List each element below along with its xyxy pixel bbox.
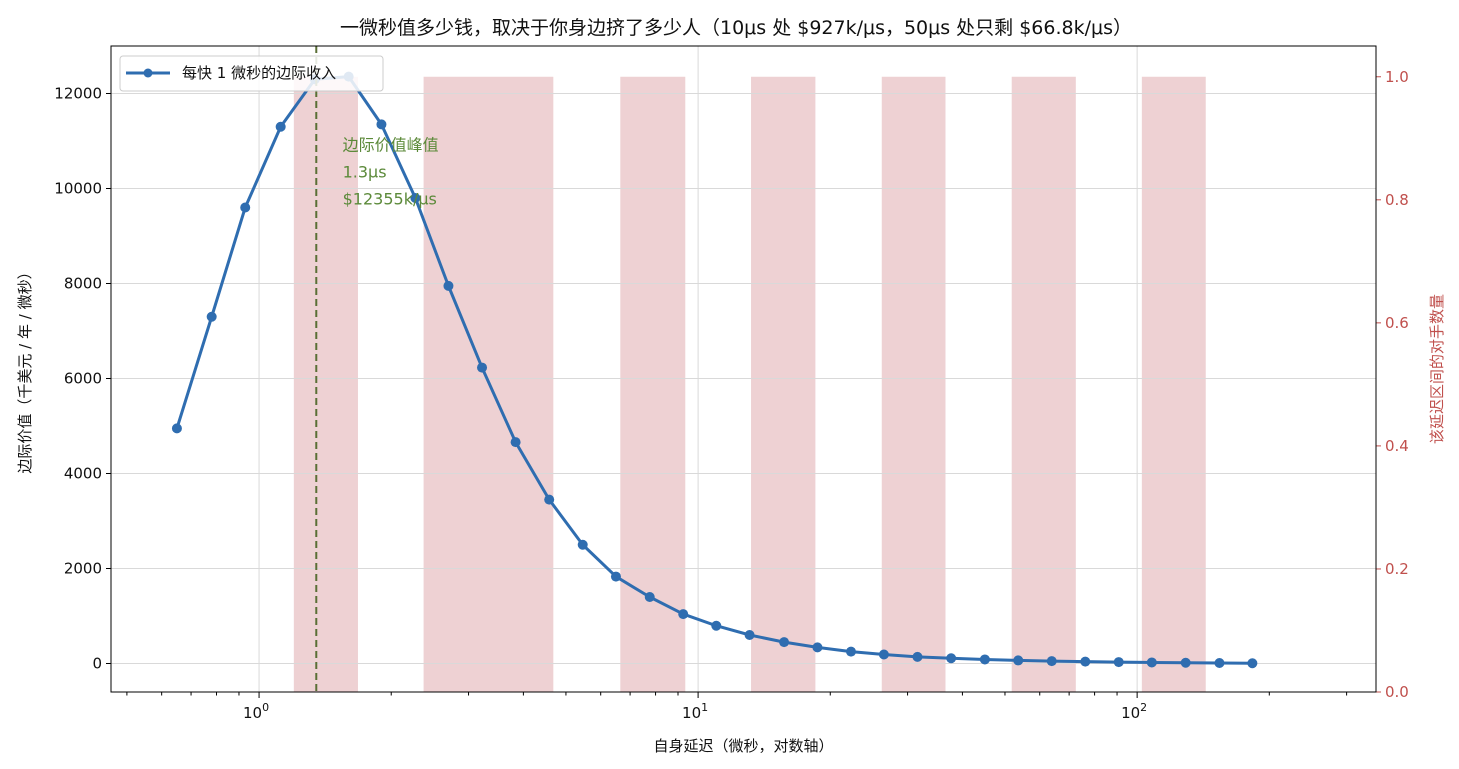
data-point [912, 651, 923, 662]
data-point [979, 654, 990, 665]
data-point [678, 609, 689, 620]
competitor-band [293, 76, 358, 692]
data-point [711, 620, 722, 631]
data-point [1113, 657, 1124, 668]
data-point [544, 494, 555, 505]
peak-annotation: 边际价值峰值 1.3μs $12355k/μs [315, 46, 439, 692]
y-tick-label: 2000 [64, 560, 102, 578]
competitor-band [751, 76, 816, 692]
data-point [1180, 657, 1191, 668]
plot-frame [110, 45, 1377, 693]
data-point [1247, 658, 1258, 669]
y2-tick-label: 1.0 [1385, 68, 1409, 86]
data-point [376, 119, 387, 130]
legend-box [119, 55, 384, 92]
data-point [1146, 657, 1157, 668]
data-point [779, 637, 790, 648]
peak-annotation-line: 边际价值峰值 [343, 136, 439, 155]
data-point [443, 280, 454, 291]
legend: 每快 1 微秒的边际收入 [119, 55, 384, 92]
data-point [510, 437, 521, 448]
data-point [946, 653, 957, 664]
data-point [1046, 656, 1057, 667]
data-point [1013, 655, 1024, 666]
y2-tick-label: 0.6 [1385, 314, 1409, 332]
y-tick-label: 10000 [54, 180, 102, 198]
competitor-band [620, 76, 686, 692]
series-layer [171, 71, 1258, 669]
y-tick-label: 4000 [64, 465, 102, 483]
y2-tick-label: 0.8 [1385, 191, 1409, 209]
competitor-bands [293, 76, 1206, 692]
x-tick-label: 101 [682, 701, 708, 722]
x-axis-label: 自身延迟（微秒，对数轴） [653, 737, 833, 755]
data-point [878, 649, 889, 660]
data-point [410, 193, 421, 203]
data-point [275, 121, 286, 132]
y-tick-label: 0 [92, 655, 102, 673]
y-axis-label: 边际价值（千美元 / 年 / 微秒） [16, 264, 34, 473]
competitor-band [1141, 76, 1206, 692]
x-tick-label: 100 [243, 701, 269, 722]
competitor-band [1011, 76, 1076, 692]
data-point [812, 642, 823, 653]
chart-title: 一微秒值多少钱，取决于你身边挤了多少人（10μs 处 $927k/μs，50μs… [340, 17, 1132, 39]
y-tick-label: 8000 [64, 275, 102, 293]
x-tick-label: 102 [1121, 701, 1147, 722]
data-point [240, 202, 251, 213]
legend-label: 每快 1 微秒的边际收入 [182, 64, 336, 82]
data-point [644, 592, 655, 602]
y2-tick-label: 0.2 [1385, 560, 1409, 578]
data-point [206, 311, 217, 322]
y-tick-label: 6000 [64, 370, 102, 388]
y2-tick-label: 0.4 [1385, 437, 1409, 455]
peak-annotation-line: $12355k/μs [343, 190, 437, 209]
peak-annotation-line: 1.3μs [343, 163, 387, 182]
data-point [477, 362, 488, 373]
y2-tick-label: 0.0 [1385, 683, 1409, 701]
data-point [577, 539, 588, 550]
data-point [171, 423, 182, 434]
y2-axis-label: 该延迟区间的对手数量 [1428, 294, 1446, 444]
axis-ticks: 0 2000 4000 6000 8000 10000 12000 0.0 0.2 0.4 0.6 0… [54, 68, 1409, 722]
data-point [1080, 656, 1091, 667]
competitor-band [881, 76, 946, 692]
data-point [1214, 658, 1225, 669]
legend-marker [143, 68, 153, 78]
data-point [846, 646, 857, 657]
y-tick-label: 12000 [54, 85, 102, 103]
data-point [610, 571, 621, 582]
data-point [744, 630, 755, 640]
